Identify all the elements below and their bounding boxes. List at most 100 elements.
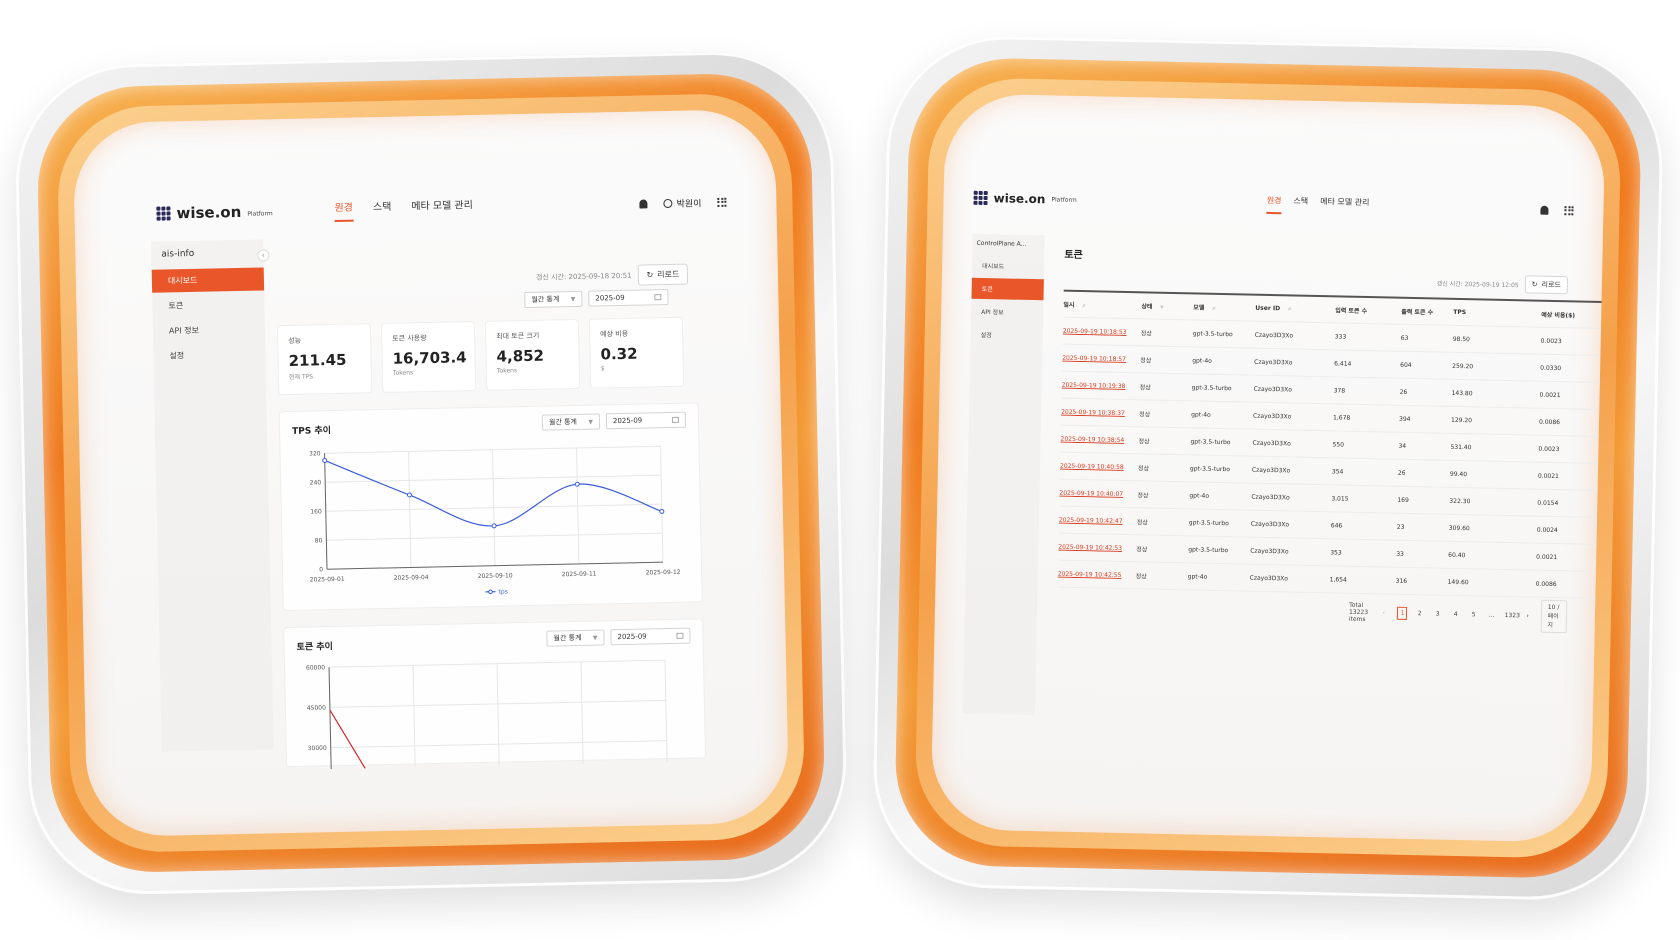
sidebar-item-api-info[interactable]: API 정보 [168, 325, 199, 336]
screen-left: wise.on Platform 원경 스택 메타 모델 관리 박원이 [72, 108, 790, 838]
page-2[interactable]: 2 [1417, 610, 1422, 618]
x-tick-label: 2025-09-11 [562, 571, 597, 579]
y-axis [324, 453, 328, 570]
col-cost[interactable]: 예상 비용($) [1541, 310, 1605, 320]
cell-status: 정상 [1139, 410, 1151, 419]
token-date-value: 2025-09 [617, 632, 647, 642]
sidebar-item-token[interactable]: 토큰 [971, 277, 1044, 301]
tab-meta-model[interactable]: 메타 모델 관리 [1320, 196, 1370, 207]
tab-environment[interactable]: 원경 [1266, 194, 1282, 214]
tps-date[interactable]: 2025-09 [605, 411, 687, 430]
brand-logo[interactable]: wise.on Platform [973, 190, 1077, 207]
y-tick-label: 60000 [306, 664, 325, 671]
sidebar-title: ControlPlane A... [976, 239, 1027, 248]
tps-period-select[interactable]: 월간 통계 ▼ [541, 413, 601, 431]
tab-meta-model[interactable]: 메타 모델 관리 [411, 199, 473, 212]
cell-user-id: Czayo3D3Xo [1253, 385, 1293, 393]
cell-model: gpt-3.5-turbo [1191, 383, 1232, 392]
refresh-icon: ↻ [646, 270, 654, 280]
grid-line [412, 665, 416, 768]
page-last[interactable]: 1323 [1504, 611, 1521, 620]
sidebar-item-token[interactable]: 토큰 [168, 301, 184, 311]
cell-status: 정상 [1137, 491, 1149, 500]
apps-grid-icon[interactable] [717, 197, 727, 207]
sidebar-item-api-info[interactable]: API 정보 [981, 308, 1004, 317]
x-tick-label: 2025-09-01 [310, 576, 345, 584]
tps-data-point [406, 492, 412, 498]
y-tick-label: 160 [310, 508, 322, 515]
cell-status: 정상 [1139, 383, 1151, 392]
col-status[interactable]: 상태 ▾ [1141, 301, 1193, 311]
reload-button[interactable]: ↻ 리로드 [1524, 275, 1569, 295]
updated-time: 갱신 시간: 2025-09-19 12:05 [1436, 279, 1519, 289]
next-page-icon[interactable]: › [1526, 612, 1529, 620]
cell-output-tokens: 394 [1398, 415, 1411, 423]
cell-datetime[interactable]: 2025-09-19 10:42:55 [1057, 570, 1122, 579]
col-input-tokens[interactable]: 입력 토큰 수 [1335, 305, 1401, 315]
tab-stack[interactable]: 스택 [1293, 195, 1309, 206]
cell-datetime[interactable]: 2025-09-19 10:38:37 [1061, 408, 1125, 417]
sidebar-item-dashboard[interactable]: 대시보드 [151, 267, 265, 293]
cell-datetime[interactable]: 2025-09-19 10:42:53 [1058, 543, 1123, 552]
sidebar-item-settings[interactable]: 설정 [169, 351, 185, 361]
cell-datetime[interactable]: 2025-09-19 10:40:58 [1059, 462, 1124, 471]
cell-tps: 143.80 [1451, 389, 1473, 397]
collapse-icon[interactable]: ‹ [257, 249, 270, 262]
page-ellipsis[interactable]: ... [1488, 611, 1495, 619]
cell-datetime[interactable]: 2025-09-19 10:42:47 [1058, 516, 1123, 525]
cell-cost: 0.0086 [1535, 580, 1557, 588]
cell-user-id: Czayo3D3Xo [1250, 547, 1289, 555]
tab-stack[interactable]: 스택 [372, 201, 392, 213]
bell-icon[interactable] [639, 198, 648, 209]
col-output-tokens[interactable]: 출력 토큰 수 [1401, 307, 1453, 317]
header-actions: 박원이 [639, 195, 727, 210]
cell-input-tokens: 1,678 [1333, 413, 1351, 422]
cell-datetime[interactable]: 2025-09-19 10:19:38 [1061, 381, 1126, 390]
pagination: Total 13223 items ‹ 1 2 3 4 5 ... 1323 ›… [1348, 596, 1568, 634]
cell-output-tokens: 26 [1399, 388, 1408, 396]
total-count: Total 13223 items [1348, 601, 1369, 624]
token-date[interactable]: 2025-09 [610, 627, 691, 646]
tps-panel: TPS 추이 월간 통계 ▼ 2025-09 0 80 160 240 320 2025-0… [278, 402, 703, 612]
sidebar-item-settings[interactable]: 설정 [980, 331, 992, 340]
cell-cost: 0.0024 [1536, 526, 1558, 534]
col-label: 일시 [1063, 301, 1075, 309]
bell-icon[interactable] [1540, 205, 1549, 215]
token-period-select[interactable]: 월간 통계 ▼ [546, 629, 605, 647]
cell-model: gpt-3.5-turbo [1188, 545, 1229, 554]
page-size-select[interactable]: 10 / 페이지 [1540, 599, 1568, 634]
period-date[interactable]: 2025-09 [588, 288, 669, 307]
cell-input-tokens: 6,414 [1334, 359, 1352, 368]
page-5[interactable]: 5 [1471, 611, 1476, 619]
cell-datetime[interactable]: 2025-09-19 10:18:53 [1062, 327, 1127, 336]
page-4[interactable]: 4 [1453, 610, 1458, 619]
cell-input-tokens: 3,015 [1331, 494, 1349, 503]
reload-label: 리로드 [1541, 280, 1561, 290]
brand-logo[interactable]: wise.on Platform [156, 202, 273, 222]
period-select[interactable]: 월간 통계 ▼ [524, 290, 583, 309]
y-tick-label: 80 [315, 537, 323, 544]
col-tps[interactable]: TPS [1453, 309, 1541, 318]
reload-button[interactable]: ↻ 리로드 [637, 263, 689, 286]
cell-datetime[interactable]: 2025-09-19 10:18:57 [1062, 354, 1127, 363]
prev-page-icon[interactable]: ‹ [1382, 609, 1385, 617]
cell-output-tokens: 604 [1400, 361, 1412, 369]
cell-model: gpt-3.5-turbo [1190, 437, 1231, 446]
page-3[interactable]: 3 [1435, 610, 1440, 618]
col-model[interactable]: 모델 ⌕ [1193, 302, 1255, 313]
tab-environment[interactable]: 원경 [334, 198, 354, 222]
card-value: 4,852 [496, 346, 545, 366]
user-menu[interactable]: 박원이 [663, 196, 702, 210]
cell-input-tokens: 1,654 [1329, 575, 1347, 584]
grid-line [664, 660, 668, 763]
apps-grid-icon[interactable] [1564, 205, 1574, 215]
cell-datetime[interactable]: 2025-09-19 10:40:07 [1059, 489, 1124, 498]
col-user-id[interactable]: User ID ⌕ [1255, 304, 1335, 314]
col-datetime[interactable]: 일시 ⌕ [1063, 299, 1141, 311]
stat-card-token-usage: 토큰 사용량 16,703.4 Tokens [380, 321, 477, 394]
cell-datetime[interactable]: 2025-09-19 10:38:54 [1060, 435, 1125, 444]
page-1[interactable]: 1 [1396, 606, 1407, 620]
cell-cost: 0.0021 [1537, 472, 1559, 480]
calendar-icon [676, 632, 684, 639]
sidebar-item-dashboard[interactable]: 대시보드 [982, 262, 1005, 271]
